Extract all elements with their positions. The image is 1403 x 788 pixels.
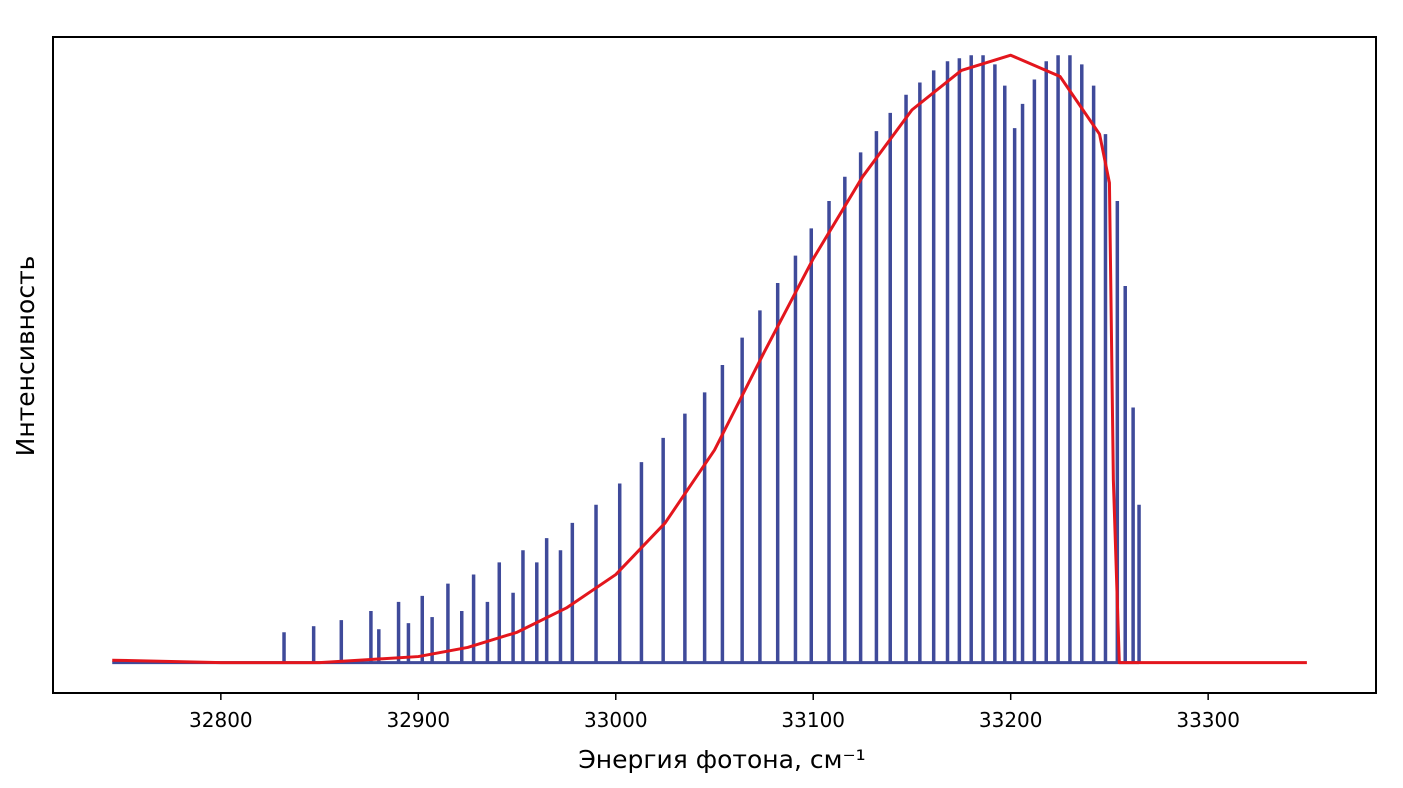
- plot-frame: [52, 36, 1377, 694]
- envelope-series: [112, 53, 1307, 665]
- y-axis-label: Интенсивность: [11, 256, 40, 457]
- x-tick-label: 33300: [1176, 708, 1240, 732]
- x-tick-label: 32900: [386, 708, 450, 732]
- x-axis-ticks: 32800 32900 33000 33100 33200 33300: [189, 693, 1240, 732]
- x-tick-label: 33100: [781, 708, 845, 732]
- x-tick-label: 33000: [584, 708, 648, 732]
- x-tick-label: 33200: [979, 708, 1043, 732]
- stick-spectrum-series: [112, 55, 1141, 665]
- envelope-line: [112, 53, 1307, 665]
- x-tick-label: 32800: [189, 708, 253, 732]
- x-axis-label: Энергия фотона, см⁻¹: [578, 745, 865, 774]
